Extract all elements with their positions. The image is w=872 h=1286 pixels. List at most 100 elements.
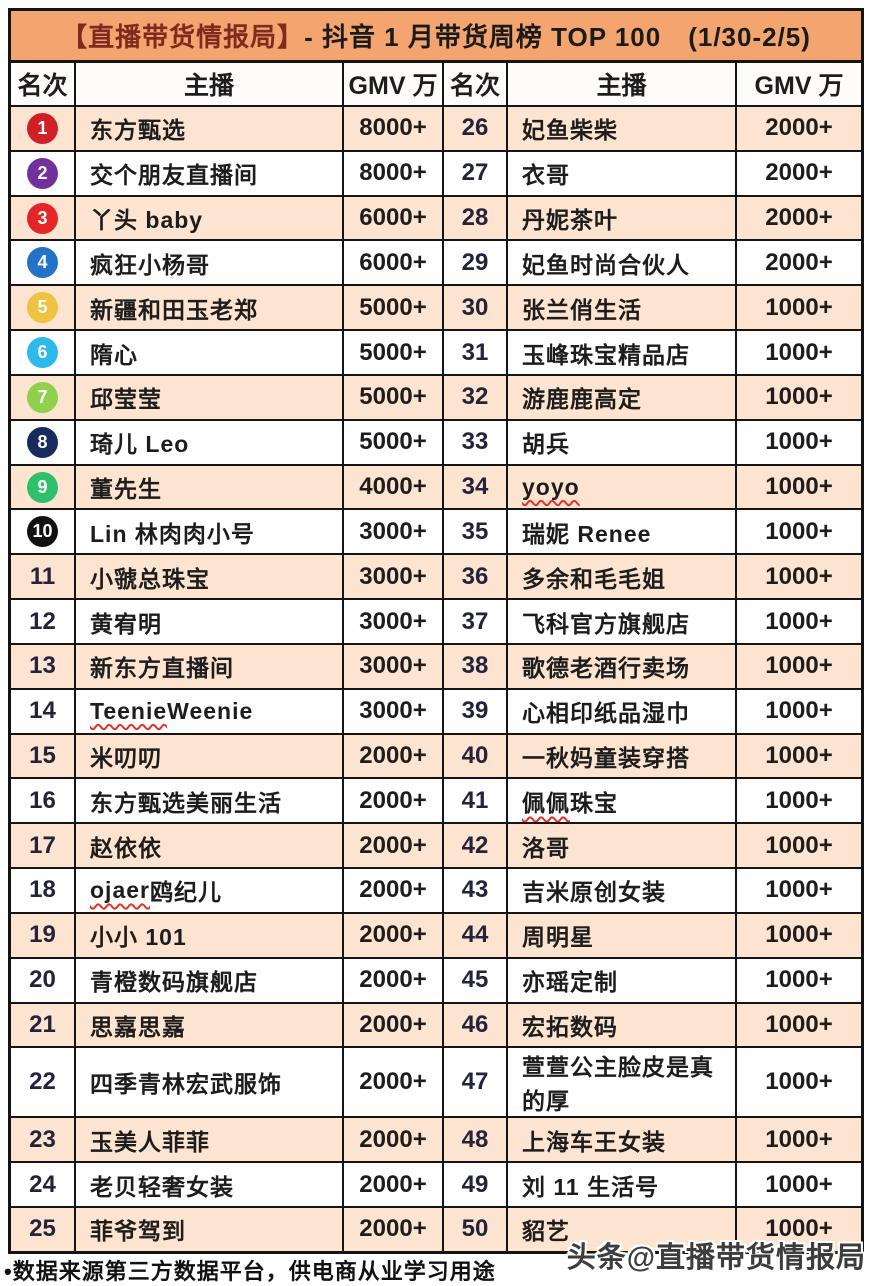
host-name: 飞科官方旗舰店 bbox=[508, 600, 737, 643]
rank-cell: 4 bbox=[11, 241, 76, 285]
rank-cell: 13 bbox=[11, 644, 76, 688]
rank-cell: 16 bbox=[11, 779, 76, 823]
table-row: 8 琦儿 Leo 5000+ 33 胡兵 1000+ bbox=[11, 420, 861, 466]
gmv-value: 2000+ bbox=[344, 913, 444, 957]
gmv-value: 6000+ bbox=[344, 196, 444, 240]
gmv-value: 1000+ bbox=[765, 1125, 833, 1153]
gmv-value: 2000+ bbox=[344, 958, 444, 1002]
rank-cell: 12 bbox=[11, 600, 76, 643]
table-row: 7 邱莹莹 5000+ 32 游鹿鹿高定 1000+ bbox=[11, 375, 861, 421]
rank-cell: 7 bbox=[11, 375, 76, 419]
rank-cell: 48 bbox=[444, 1118, 508, 1162]
host-name: 小虢总珠宝 bbox=[76, 555, 344, 599]
rank-cell: 36 bbox=[444, 555, 508, 599]
table-row: 21 思嘉思嘉 2000+ 46 宏拓数码 1000+ bbox=[11, 1003, 861, 1049]
host-name: 上海车王女装 bbox=[508, 1118, 737, 1162]
rank-badge: 5 bbox=[27, 292, 58, 324]
table-row: 17 赵依依 2000+ 42 洛哥 1000+ bbox=[11, 824, 861, 870]
host-name: 妃鱼柴柴 bbox=[508, 107, 737, 150]
rank-cell: 42 bbox=[444, 824, 508, 868]
gmv-value: 2000+ bbox=[344, 779, 444, 823]
gmv-value: 1000+ bbox=[765, 428, 833, 456]
host-name: 玉美人菲菲 bbox=[76, 1118, 344, 1162]
rank-cell: 30 bbox=[444, 286, 508, 330]
gmv-value: 1000+ bbox=[765, 966, 833, 994]
gmv-value: 2000+ bbox=[344, 869, 444, 912]
gmv-value: 1000+ bbox=[765, 293, 833, 321]
host-name: 妃鱼时尚合伙人 bbox=[508, 241, 737, 285]
rank-cell: 39 bbox=[444, 689, 508, 733]
rank-cell: 31 bbox=[444, 331, 508, 374]
rank-cell: 1 bbox=[11, 107, 76, 150]
rank-cell: 38 bbox=[444, 644, 508, 688]
host-name: 赵依依 bbox=[76, 824, 344, 868]
rank-cell: 43 bbox=[444, 869, 508, 912]
rank-cell: 21 bbox=[11, 1003, 76, 1047]
column-header-host-left: 主播 bbox=[76, 63, 344, 105]
gmv-value: 1000+ bbox=[765, 562, 833, 590]
page-title-brand: 【直播带货情报局】 bbox=[61, 22, 305, 52]
gmv-value: 1000+ bbox=[765, 383, 833, 411]
table-row: 3 丫头 baby 6000+ 28 丹妮茶叶 2000+ bbox=[11, 196, 861, 242]
column-header-gmv-right: GMV 万 bbox=[754, 72, 844, 100]
host-name: 交个朋友直播间 bbox=[76, 151, 344, 195]
host-name: Lin 林肉肉小号 bbox=[76, 510, 344, 554]
data-source-note: •数据来源第三方数据平台，供电商从业学习用途 bbox=[4, 1259, 496, 1284]
gmv-value: 3000+ bbox=[344, 555, 444, 599]
host-name: 胡兵 bbox=[508, 420, 737, 464]
host-name: 佩佩 珠宝 bbox=[508, 779, 737, 823]
gmv-value: 1000+ bbox=[765, 473, 833, 501]
rank-badge: 1 bbox=[27, 112, 58, 144]
table-row: 9 董先生 4000+ 34 yoyo 1000+ bbox=[11, 465, 861, 511]
leaderboard-table: 【直播带货情报局】 - 抖音 1 月带货周榜 TOP 100 (1/30-2/5)… bbox=[8, 8, 864, 1254]
column-header-gmv-left: GMV 万 bbox=[344, 63, 444, 105]
gmv-value: 2000+ bbox=[344, 1163, 444, 1207]
rank-cell: 15 bbox=[11, 734, 76, 778]
host-name: 董先生 bbox=[76, 465, 344, 509]
rank-cell: 46 bbox=[444, 1003, 508, 1047]
table-row: 2 交个朋友直播间 8000+ 27 衣哥 2000+ bbox=[11, 151, 861, 197]
rank-badge: 2 bbox=[27, 157, 58, 189]
host-name: 四季青林宏武服饰 bbox=[76, 1048, 344, 1117]
host-name: 多余和毛毛姐 bbox=[508, 555, 737, 599]
host-name: 思嘉思嘉 bbox=[76, 1003, 344, 1047]
rank-badge: 10 bbox=[27, 516, 58, 548]
host-name: 丹妮茶叶 bbox=[508, 196, 737, 240]
host-name: 宏拓数码 bbox=[508, 1003, 737, 1047]
watermark: 头条@直播带货情报局 bbox=[566, 1242, 866, 1274]
table-row: 1 东方甄选 8000+ 26 妃鱼柴柴 2000+ bbox=[11, 107, 861, 152]
table-row: 11 小虢总珠宝 3000+ 36 多余和毛毛姐 1000+ bbox=[11, 555, 861, 601]
gmv-value: 1000+ bbox=[765, 1170, 833, 1198]
host-name: 小小 101 bbox=[76, 913, 344, 957]
table-row: 15 米叨叨 2000+ 40 一秋妈童装穿搭 1000+ bbox=[11, 734, 861, 780]
host-name: 青橙数码旗舰店 bbox=[76, 958, 344, 1002]
host-name: 丫头 baby bbox=[76, 196, 344, 240]
gmv-value: 1000+ bbox=[765, 607, 833, 635]
host-name: 周明星 bbox=[508, 913, 737, 957]
rank-cell: 40 bbox=[444, 734, 508, 778]
host-name: 邱莹莹 bbox=[76, 375, 344, 419]
host-name: 貂艺 bbox=[508, 1208, 737, 1251]
rank-badge: 6 bbox=[27, 337, 58, 369]
spellcheck-underline: Teenie bbox=[90, 697, 168, 724]
gmv-value: 2000+ bbox=[344, 1118, 444, 1162]
gmv-value: 1000+ bbox=[765, 697, 833, 725]
host-name: 亦瑶定制 bbox=[508, 958, 737, 1002]
rank-badge: 3 bbox=[27, 202, 58, 234]
host-name: 心相印纸品湿巾 bbox=[508, 689, 737, 733]
gmv-value: 1000+ bbox=[765, 517, 833, 545]
table-header: 名次 主播 GMV 万 名次 主播 GMV 万 bbox=[11, 63, 861, 107]
gmv-value: 5000+ bbox=[344, 331, 444, 374]
rank-cell: 23 bbox=[11, 1118, 76, 1162]
table-row: 23 玉美人菲菲 2000+ 48 上海车王女装 1000+ bbox=[11, 1118, 861, 1164]
host-name: 新东方直播间 bbox=[76, 644, 344, 688]
spellcheck-underline: 佩佩 bbox=[522, 789, 570, 816]
table-row: 20 青橙数码旗舰店 2000+ 45 亦瑶定制 1000+ bbox=[11, 958, 861, 1004]
rank-badge: 4 bbox=[27, 247, 58, 279]
rank-cell: 26 bbox=[444, 107, 508, 150]
table-row: 14 Teenie Weenie 3000+ 39 心相印纸品湿巾 1000+ bbox=[11, 689, 861, 735]
rank-cell: 44 bbox=[444, 913, 508, 957]
rank-cell: 3 bbox=[11, 196, 76, 240]
host-name: 琦儿 Leo bbox=[76, 420, 344, 464]
table-row: 10 Lin 林肉肉小号 3000+ 35 瑞妮 Renee 1000+ bbox=[11, 510, 861, 556]
